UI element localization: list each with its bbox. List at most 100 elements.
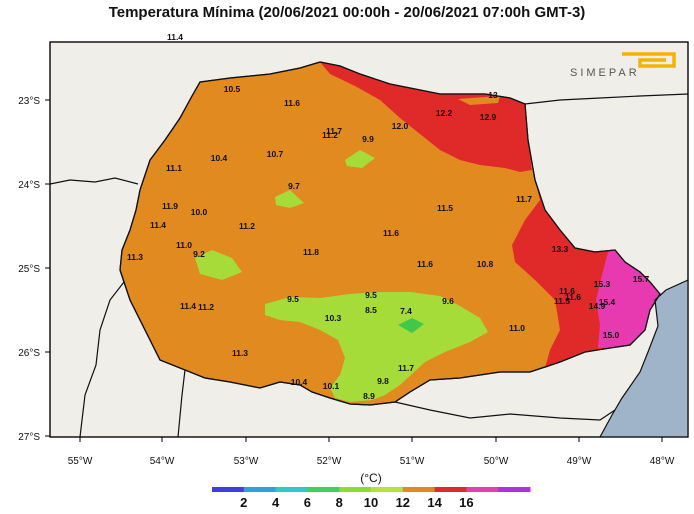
station-value-label: 12.0 (392, 121, 409, 131)
station-value-label: 11.4 (150, 220, 166, 230)
station-value-label: 8.9 (363, 391, 375, 401)
band-14-16-northeast (320, 62, 532, 172)
lon-tick-label: 54°W (150, 456, 175, 467)
neighbor-border-ms (50, 177, 139, 185)
lat-tick-label: 23°S (18, 96, 40, 107)
lat-tick-label: 24°S (18, 180, 40, 191)
station-value-label: 11.6 (383, 228, 399, 238)
legend-tick-label: 12 (396, 495, 410, 510)
station-value-label: 11.5 (554, 296, 570, 306)
legend-tick-label: 8 (336, 495, 343, 510)
station-value-label: 15.3 (594, 279, 611, 289)
legend-color-swatch (466, 487, 499, 492)
station-value-label: 10.7 (267, 149, 284, 159)
station-value-label: 11.3 (232, 348, 248, 358)
legend-tick-label: 6 (304, 495, 311, 510)
lon-tick-label: 55°W (68, 456, 93, 467)
station-value-label: 11.0 (176, 240, 192, 250)
legend-color-swatch (339, 487, 372, 492)
legend-color-swatch (434, 487, 467, 492)
legend-color-swatch (307, 487, 340, 492)
station-value-label: 10.4 (291, 377, 308, 387)
station-value-label: 11.1 (166, 163, 182, 173)
legend-tick-label: 10 (364, 495, 378, 510)
lat-tick-label: 26°S (18, 348, 40, 359)
lat-tick-label: 27°S (18, 432, 40, 443)
legend-color-swatch (212, 487, 245, 492)
legend-color-swatch (498, 487, 531, 492)
station-value-label: 11.6 (565, 292, 581, 302)
station-value-label: 9.5 (365, 290, 377, 300)
station-value-label: 12.2 (436, 108, 453, 118)
legend-tick-label: 14 (427, 495, 442, 510)
station-value-label: 11.6 (559, 286, 575, 296)
ocean-area (600, 280, 688, 437)
station-value-label: 11.9 (162, 201, 178, 211)
state-border (119, 61, 661, 406)
station-value-label: 13 (488, 90, 498, 100)
station-value-label: 11.2 (198, 302, 214, 312)
legend-color-swatch (243, 487, 277, 492)
station-value-label: 9.7 (288, 181, 300, 191)
color-legend: (°C) 2 4 6 8 10 12 14 16 (212, 471, 531, 510)
station-value-label: 8.5 (365, 305, 377, 315)
legend-tick-label: 2 (240, 495, 247, 510)
legend-tick-label: 4 (272, 495, 280, 510)
band-16-18-coast (596, 250, 660, 348)
station-value-label: 11.4 (167, 32, 183, 42)
station-values-layer: 11.410.511.611.711.2 9.912.012.2 12.91310.… (127, 32, 650, 401)
station-value-label: 7.4 (400, 306, 412, 316)
station-value-label: 11.7 (398, 363, 414, 373)
band-10-12-north-2 (345, 150, 375, 168)
station-value-label: 11.2 (239, 221, 255, 231)
station-value-label: 11.7 (516, 194, 532, 204)
spot-12-14-north (458, 96, 500, 105)
station-value-label: 10.1 (323, 381, 340, 391)
station-value-label: 10.0 (191, 207, 208, 217)
neighbor-border-py (79, 281, 125, 437)
station-value-label: 10.3 (325, 313, 342, 323)
station-value-label: 9.6 (442, 296, 454, 306)
station-value-label: 11.6 (417, 259, 433, 269)
legend-unit-label: (°C) (360, 471, 381, 485)
station-value-label: 11.0 (509, 323, 525, 333)
station-value-label: 11.4 (180, 301, 196, 311)
band-10-12-west (195, 250, 242, 280)
lon-tick-label: 51°W (400, 456, 425, 467)
logo-text: SIMEPAR (570, 67, 640, 79)
lon-tick-label: 48°W (650, 456, 675, 467)
band-10-12-north-1 (275, 190, 304, 208)
station-value-label: 10.8 (477, 259, 494, 269)
station-value-label: 10.4 (211, 153, 228, 163)
simepar-logo: SIMEPAR (570, 52, 676, 79)
band-10-12-south (265, 292, 488, 402)
neighbor-border-ar (177, 369, 186, 437)
legend-color-swatch (402, 487, 436, 492)
map-title: Temperatura Mínima (20/06/2021 00:00h - … (108, 4, 586, 21)
station-value-label: 15.4 (599, 297, 616, 307)
neighbor-border-sc (394, 401, 616, 421)
station-value-label: 9.2 (193, 249, 205, 259)
legend-tick-label: 16 (459, 495, 473, 510)
station-value-label: 11.5 (437, 203, 453, 213)
map-frame (49, 41, 689, 438)
station-value-label: 14.9 (589, 301, 606, 311)
lon-tick-label: 52°W (317, 456, 342, 467)
axis-labels-layer: 55°W 54°W 53°W 52°W 51°W 50°W 49°W 48°W 23°S 24°S… (18, 96, 675, 467)
station-value-label: 10.5 (224, 84, 241, 94)
station-value-label: 11.7 (326, 126, 342, 136)
lat-tick-label: 25°S (18, 264, 40, 275)
station-value-label: 11.3 (127, 252, 143, 262)
station-value-label: 15.7 (633, 274, 650, 284)
station-value-label: 9.5 (287, 294, 299, 304)
station-value-label: 11.2 (322, 130, 338, 140)
lon-tick-label: 50°W (484, 456, 509, 467)
band-8-10-center (398, 318, 424, 333)
map-content (50, 61, 688, 437)
station-value-label: 11.8 (303, 247, 319, 257)
lon-tick-label: 53°W (234, 456, 259, 467)
lon-tick-label: 49°W (567, 456, 592, 467)
station-value-label: 11.6 (284, 98, 300, 108)
coastline (599, 279, 688, 437)
